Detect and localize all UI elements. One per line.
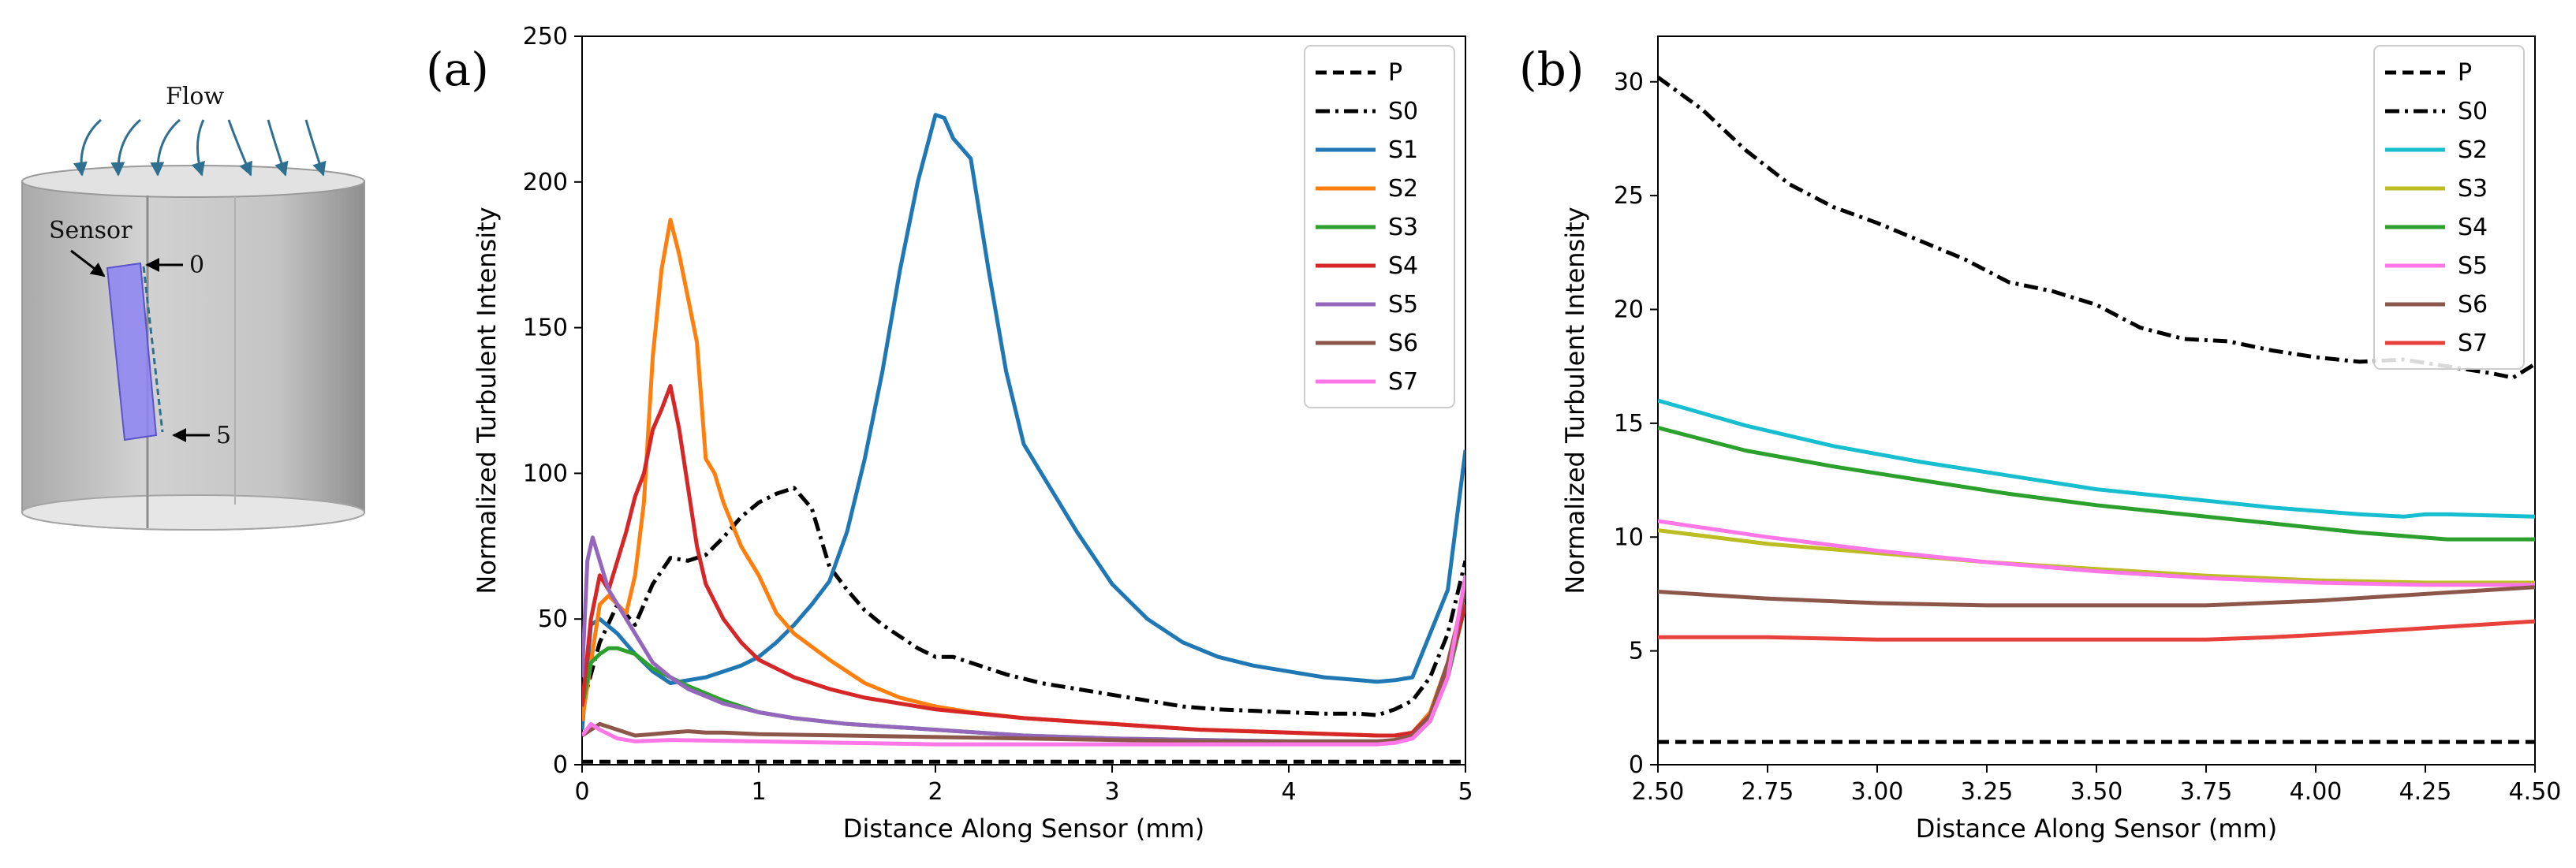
legend-a: P S0 S1 S2 S3 S4 S5 S6 S7: [1304, 45, 1455, 408]
series-line-a-s6: [582, 589, 1465, 743]
x-tick-label-a: 3: [1104, 778, 1119, 806]
y-tick-label-b: 5: [1629, 638, 1644, 665]
series-line-b-s2: [1658, 398, 2535, 519]
flow-arrow-icon: [73, 118, 102, 177]
legend-label-b-s2: S2: [2458, 136, 2488, 164]
legend-label-b-p: P: [2458, 59, 2472, 87]
legend-label-b-s4: S4: [2458, 214, 2488, 241]
y-tick-label-a: 100: [523, 460, 568, 487]
y-axis-label-a: Normalized Turbulent Intensity: [472, 207, 502, 594]
legend-label-a-s5: S5: [1388, 291, 1418, 319]
series-line-b-s4: [1658, 426, 2535, 542]
flow-arrow-icon: [227, 119, 252, 177]
y-tick-label-b: 20: [1614, 296, 1644, 324]
x-tick-label-b: 3.00: [1851, 778, 1904, 806]
x-tick-label-b: 3.75: [2180, 778, 2233, 806]
legend-label-a-s3: S3: [1388, 214, 1418, 241]
y-tick-label-b: 25: [1614, 182, 1644, 210]
y-tick-label-a: 150: [523, 315, 568, 342]
sensor-label: Sensor: [49, 217, 133, 244]
legend-label-b-s6: S6: [2458, 291, 2488, 319]
y-tick-label-b: 0: [1629, 751, 1644, 779]
series-line-b-s5: [1658, 519, 2535, 587]
legend-label-b-s3: S3: [2458, 175, 2488, 203]
flow-label: Flow: [166, 83, 224, 110]
x-axis-label-a: Distance Along Sensor (mm): [843, 814, 1204, 844]
cylinder-diagram: Flow Sensor 0 5: [21, 83, 365, 531]
legend-label-b-s7: S7: [2458, 330, 2488, 357]
marker-5-label: 5: [216, 422, 231, 449]
sensor-pointer-arrow: [70, 249, 106, 278]
x-tick-label-b: 4.00: [2290, 778, 2343, 806]
y-tick-label-b: 10: [1614, 523, 1644, 551]
y-tick-label-a: 0: [553, 751, 568, 779]
y-axis-label-b: Normalized Turbulent Intensity: [1560, 207, 1590, 594]
chart-panel-b: (b) 0 5 10 15 20 25 30 2.50 2.75 3.00 3.25 3.50 3.7…: [1519, 35, 2562, 844]
x-tick-label-a: 1: [751, 778, 766, 806]
legend-label-b-s5: S5: [2458, 252, 2488, 280]
flow-arrow-icon: [267, 119, 289, 177]
series-line-b-s7: [1658, 619, 2535, 642]
flow-arrows: [73, 118, 327, 177]
legend-label-a-s2: S2: [1388, 175, 1418, 203]
legend-label-a-s1: S1: [1388, 136, 1418, 164]
series-line-b-s6: [1658, 585, 2535, 608]
y-tick-label-a: 200: [523, 169, 568, 196]
chart-panel-a: (a) 0 50 100 150 200 250 0 1 2 3 4 5 Distance Alon…: [426, 23, 1473, 844]
series-line-a-s4: [582, 384, 1465, 738]
panel-b-label: (b): [1519, 43, 1584, 96]
series-line-a-s5: [582, 535, 1465, 743]
legend-box-a: [1304, 45, 1455, 408]
x-tick-label-b: 4.25: [2399, 778, 2452, 806]
legend-label-a-s0: S0: [1388, 98, 1418, 125]
x-tick-label-a: 5: [1458, 778, 1473, 806]
y-tick-label-b: 15: [1614, 410, 1644, 438]
flow-arrow-icon: [191, 119, 205, 177]
x-tick-label-b: 3.25: [1961, 778, 2014, 806]
x-tick-label-b: 2.50: [1632, 778, 1685, 806]
x-tick-label-b: 2.75: [1742, 778, 1794, 806]
sensor-line: [142, 266, 164, 433]
x-tick-label-a: 4: [1281, 778, 1296, 806]
x-tick-label-b: 3.50: [2070, 778, 2123, 806]
panel-a-label: (a): [426, 43, 489, 96]
y-tick-label-a: 50: [538, 605, 568, 633]
legend-b: P S0 S2 S3 S4 S5 S6 S7: [2373, 45, 2525, 370]
marker-0-label: 0: [189, 251, 204, 279]
legend-label-a-s6: S6: [1388, 330, 1418, 357]
x-tick-label-b: 4.50: [2509, 778, 2562, 806]
legend-box-b: [2373, 45, 2525, 370]
flow-arrow-icon: [304, 119, 327, 177]
flow-arrow-icon: [110, 118, 141, 177]
y-tick-label-b: 30: [1614, 69, 1644, 96]
x-tick-label-a: 0: [574, 778, 589, 806]
series-line-b-s3: [1658, 528, 2535, 585]
plot-frame-a: [581, 35, 1466, 766]
legend-label-a-s7: S7: [1388, 368, 1418, 396]
x-tick-label-a: 2: [928, 778, 943, 806]
cylinder-bottom-rim: [21, 494, 365, 531]
cylinder-top: [21, 165, 365, 198]
legend-label-b-s0: S0: [2458, 98, 2488, 125]
y-tick-label-a: 250: [523, 23, 568, 50]
sensor-body: [106, 262, 158, 441]
series-line-a-s0: [582, 486, 1465, 717]
series-line-a-s7: [582, 575, 1465, 747]
legend-label-a-p: P: [1388, 59, 1402, 87]
legend-label-a-s4: S4: [1388, 252, 1418, 280]
x-axis-label-b: Distance Along Sensor (mm): [1916, 814, 2277, 844]
series-line-a-s1: [582, 113, 1465, 730]
flow-arrow-icon: [150, 118, 181, 177]
